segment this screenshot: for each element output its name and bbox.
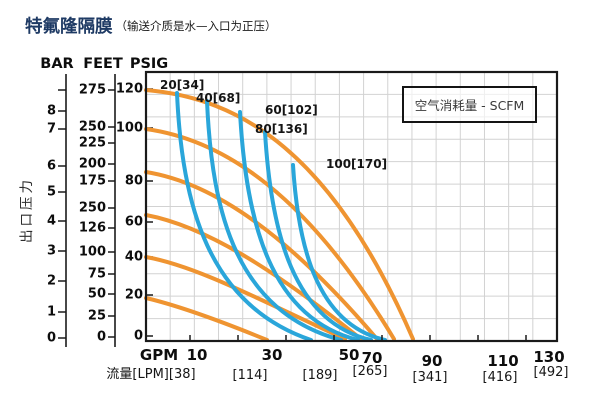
legend-box: 空气消耗量 - SCFM	[402, 86, 537, 123]
air-curve-80scfm	[263, 130, 373, 342]
feet-tick-label: 75	[87, 266, 106, 282]
x-axis-label-lpm: [492]	[533, 365, 569, 380]
curve-label: 100[170]	[326, 157, 388, 171]
page-title: 特氟隆隔膜	[25, 17, 113, 37]
psig-tick-label: 100	[115, 120, 143, 136]
psig-tick-label: 20	[124, 287, 143, 303]
pressure-curve-20psig	[144, 296, 269, 342]
bar-tick-label: 3	[46, 243, 56, 259]
feet-tick-label: 100	[78, 244, 106, 260]
feet-tick-label: 225	[78, 135, 106, 151]
feet-tick-label: 126	[78, 220, 106, 236]
y-axis-title: 出口压力	[19, 177, 35, 243]
x-axis-label-lpm: 流量[LPM][38]	[106, 367, 196, 382]
curve-label: 20[34]	[160, 78, 205, 92]
psig-tick-label: 0	[133, 328, 143, 344]
bar-tick-label: 7	[46, 121, 56, 137]
feet-tick-label: 175	[78, 173, 106, 189]
pressure-curve-60psig	[144, 213, 363, 341]
psig-tick-label: 80	[124, 173, 143, 189]
bar-tick-label: 5	[46, 184, 56, 200]
page-subtitle: （输送介质是水—入口为正压）	[115, 18, 277, 33]
psig-tick-label: 120	[115, 81, 143, 97]
x-axis-label-gpm: 130	[533, 348, 565, 366]
feet-tick-label: 50	[87, 286, 106, 302]
x-axis-label-gpm: 10	[186, 346, 208, 364]
curve-label: 80[136]	[255, 122, 308, 136]
x-axis-label-gpm: 50	[338, 346, 360, 364]
psig-tick-label: 40	[124, 249, 143, 265]
feet-tick-label: 250	[78, 200, 106, 216]
pressure-curve-120psig	[144, 88, 415, 341]
x-axis-label-lpm: [341]	[412, 370, 448, 385]
scale-header-psig: PSIG	[129, 56, 169, 72]
bar-tick-label: 2	[46, 273, 56, 289]
x-axis-label-lpm: [416]	[482, 370, 518, 385]
x-axis-label-lpm: [114]	[232, 368, 268, 383]
bar-tick-label: 1	[46, 304, 56, 320]
air-curve-40scfm	[205, 99, 343, 342]
air-curve-20scfm	[175, 91, 313, 342]
feet-tick-label: 0	[96, 329, 106, 345]
bar-tick-label: 4	[46, 213, 56, 229]
feet-tick-label: 275	[78, 82, 106, 98]
feet-tick-label: 250	[78, 119, 106, 135]
psig-tick-label: 60	[124, 214, 143, 230]
legend-label: 空气消耗量 - SCFM	[414, 98, 525, 113]
air-curve-60scfm	[238, 110, 360, 342]
bar-tick-label: 6	[46, 158, 56, 174]
bar-tick-label: 0	[46, 330, 56, 346]
pressure-curve-100psig	[144, 127, 396, 341]
bar-tick-label: 8	[46, 103, 56, 119]
scale-header-bar: BAR	[40, 56, 74, 72]
feet-tick-label: 25	[87, 308, 106, 324]
x-axis-label-gpm: 110	[487, 352, 519, 370]
curve-label: 60[102]	[265, 103, 318, 117]
x-axis-label-gpm: 90	[421, 352, 443, 370]
x-axis-label-gpm: 70	[361, 349, 383, 367]
feet-tick-label: 200	[78, 156, 106, 172]
x-axis-label-lpm: [189]	[302, 368, 338, 383]
curve-label: 40[68]	[196, 91, 241, 105]
x-axis-label-gpm: 30	[261, 346, 283, 364]
chart-header: 特氟隆隔膜 （输送介质是水—入口为正压）	[25, 13, 277, 38]
x-axis-label-lpm: [265]	[352, 364, 388, 379]
scale-header-feet: FEET	[83, 56, 123, 72]
plot-frame	[144, 70, 559, 343]
air-curve-100scfm	[291, 163, 387, 342]
x-axis-label-gpm: GPM	[139, 346, 179, 364]
